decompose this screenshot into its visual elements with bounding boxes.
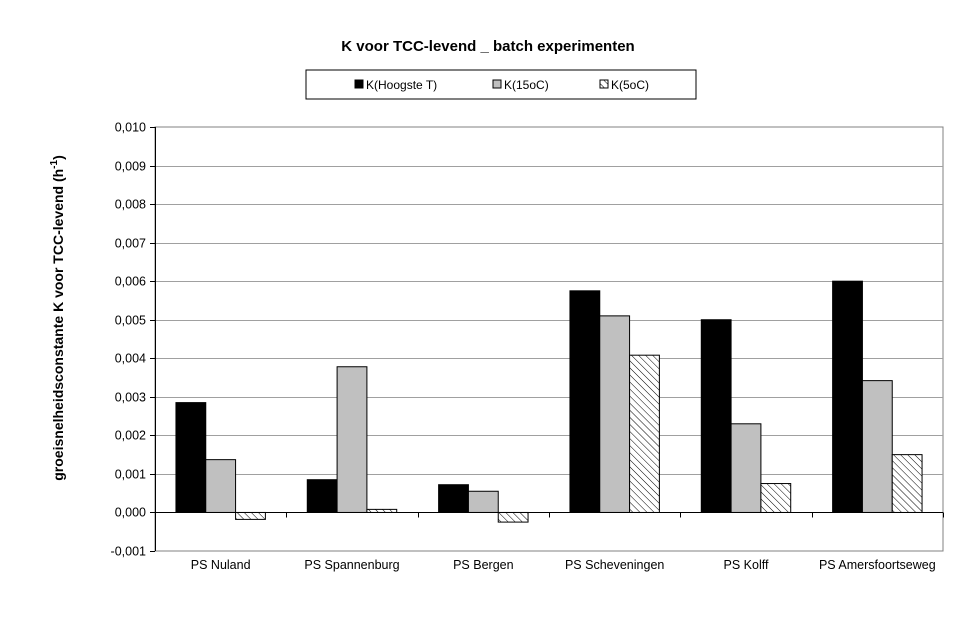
legend: K(Hoogste T) K(15oC) K(5oC) [305, 69, 697, 100]
y-axis-title-main: groeisnelheidsconstante K voor TCC-leven… [50, 169, 66, 481]
bar [175, 402, 207, 513]
y-tick-label: 0,007 [115, 237, 146, 251]
bar [569, 290, 601, 513]
bar [235, 511, 266, 520]
bar [891, 454, 923, 513]
x-tick-label: PS Spannenburg [304, 558, 399, 572]
legend-label: K(Hoogste T) [366, 78, 437, 92]
y-tick-label: 0,002 [115, 429, 146, 443]
bar [629, 354, 660, 513]
bar [336, 366, 368, 513]
y-tick-label: 0,009 [115, 160, 146, 174]
legend-label: K(5oC) [611, 78, 649, 92]
legend-swatch [492, 79, 502, 89]
bar [306, 479, 338, 513]
y-axis-title: groeisnelheidsconstante K voor TCC-leven… [49, 155, 66, 481]
x-tick-label: PS Kolff [724, 558, 769, 572]
y-tick-label: 0,003 [115, 391, 146, 405]
chart-title: K voor TCC-levend _ batch experimenten [341, 38, 634, 55]
bar [599, 315, 631, 513]
bar [467, 490, 499, 513]
x-tick-label: PS Amersfoortseweg [819, 558, 936, 572]
bar [366, 508, 398, 513]
y-tick-label: 0,000 [115, 506, 146, 520]
y-tick-label: 0,008 [115, 198, 146, 212]
y-tick-label: 0,006 [115, 275, 146, 289]
legend-swatch [354, 79, 364, 89]
bar [832, 280, 863, 513]
plot-area [154, 126, 944, 552]
bar [760, 483, 792, 513]
y-axis-title-end: ) [50, 155, 66, 160]
y-tick-label: 0,001 [115, 468, 146, 482]
y-tick-label: 0,004 [115, 352, 146, 366]
y-axis-title-superscript: -1 [49, 159, 60, 168]
y-axis: -0,001 0,000 0,001 0,002 0,003 0,004 0,005 0,00… [111, 121, 156, 559]
bar [438, 484, 469, 513]
bar [861, 380, 893, 513]
x-tick-label: PS Scheveningen [565, 558, 664, 572]
x-axis: PS Nuland PS Spannenburg PS Bergen PS Schev… [155, 512, 944, 572]
y-tick-label: 0,005 [115, 314, 146, 328]
bar [730, 423, 762, 513]
legend-swatch [599, 79, 609, 89]
legend-label: K(15oC) [504, 78, 549, 92]
x-tick-label: PS Nuland [191, 558, 251, 572]
y-tick-label: 0,010 [115, 121, 146, 135]
bar [700, 319, 732, 513]
x-tick-label: PS Bergen [453, 558, 514, 572]
bar [205, 459, 237, 513]
bar [497, 511, 529, 523]
y-tick-label: -0,001 [111, 545, 146, 559]
